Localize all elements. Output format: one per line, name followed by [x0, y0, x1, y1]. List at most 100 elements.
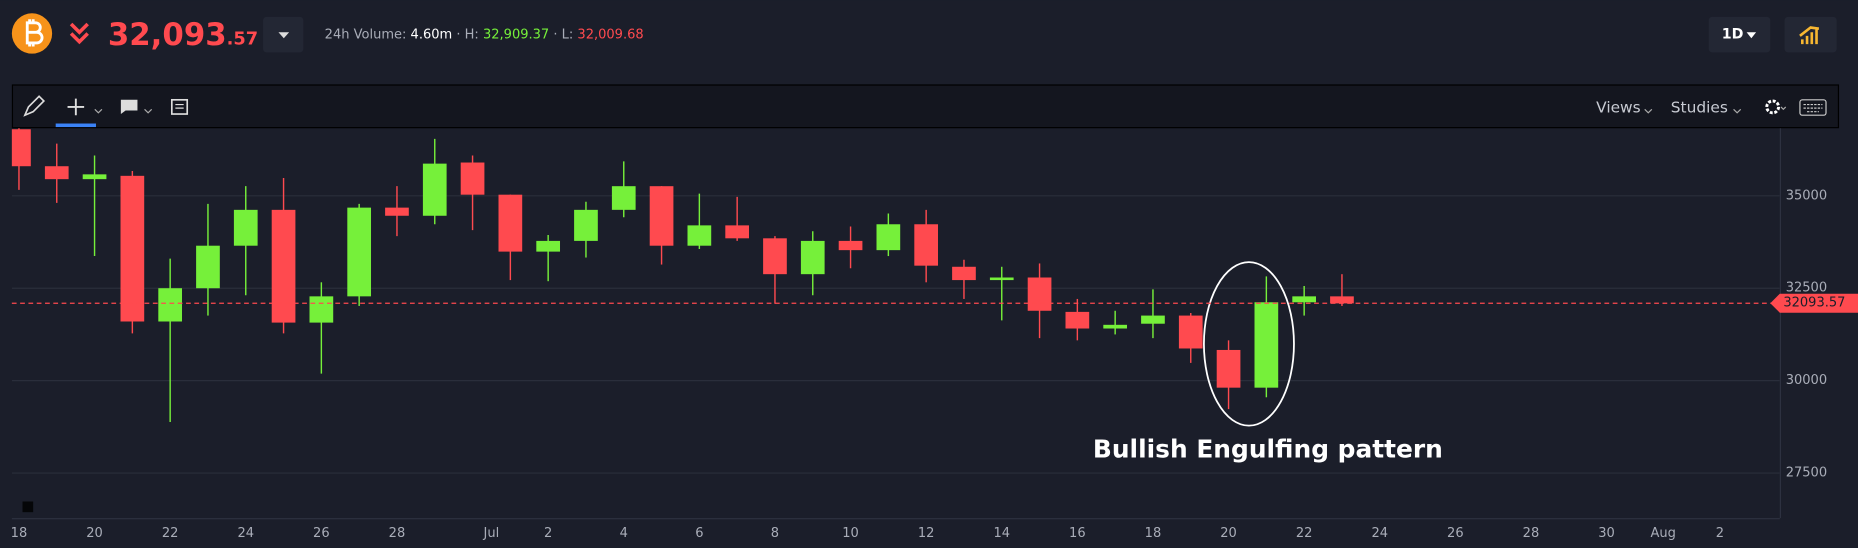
candle-body [82, 174, 107, 180]
x-tick-label: 22 [1296, 526, 1313, 541]
candle-body [44, 166, 69, 180]
candle-body [233, 209, 258, 246]
candle-body [989, 277, 1014, 281]
comment-icon[interactable] [120, 99, 138, 115]
toolbar-bg [11, 84, 1840, 129]
interval: 1D [1722, 27, 1744, 43]
candle-body [1292, 296, 1317, 303]
candle-body [611, 186, 636, 210]
x-tick-label: 26 [1447, 526, 1464, 541]
x-tick-label: 12 [918, 526, 935, 541]
keyboard-icon[interactable] [1799, 99, 1827, 116]
candle-body [1103, 324, 1128, 329]
candle-body [498, 194, 523, 252]
x-tick-label: 4 [620, 526, 628, 541]
interval-arrow [1746, 32, 1757, 39]
candle-body [876, 224, 901, 251]
x-tick-label: 20 [1220, 526, 1237, 541]
toolbar: Views Studies [11, 84, 1840, 129]
plot-area [11, 128, 1780, 474]
x-tick-label: 14 [993, 526, 1010, 541]
last-price-tag [1770, 293, 1858, 313]
x-tick-label: 10 [842, 526, 859, 541]
list-icon-lines [175, 103, 184, 109]
candle-body [309, 296, 334, 323]
candle-body [158, 288, 183, 322]
high-label: · H: [456, 27, 478, 42]
candle-body [725, 225, 750, 239]
x-tick-label: 24 [1371, 526, 1388, 541]
candle-body [271, 209, 296, 323]
candle-body [1254, 302, 1279, 388]
x-tick-label: Jul [483, 526, 500, 541]
header: 32,093.57 24h Volume: 4.60m · H: 32,909.… [11, 13, 1837, 54]
candle-body [687, 225, 712, 246]
x-tick-label: 18 [1145, 526, 1162, 541]
candle-body [1216, 349, 1241, 388]
annotation: Bullish Engulfing pattern [1093, 435, 1443, 464]
list-icon[interactable] [170, 98, 189, 115]
trend-down-icon [69, 22, 89, 45]
y-tick-label: 30000 [1786, 373, 1827, 388]
y-tick-label: 32500 [1786, 281, 1827, 296]
candle-body [763, 238, 787, 275]
y-tick-label: 35000 [1786, 188, 1827, 203]
corner-box [22, 501, 34, 513]
candle-body [1330, 296, 1354, 304]
pattern-ring [1203, 261, 1295, 427]
candle-body [649, 186, 674, 246]
x-tick-label: 8 [771, 526, 779, 541]
volume: 4.60m [411, 27, 453, 42]
keyboard-keys [1803, 103, 1823, 113]
studies-button[interactable]: Studies [1671, 99, 1728, 117]
menu-chevrons [1644, 106, 1787, 114]
x-tick-label: Aug [1650, 526, 1675, 541]
dropdown-arrow [278, 32, 290, 39]
low-label: · L: [553, 27, 573, 42]
stats: 24h Volume: 4.60m · H: 32,909.37 · L: 32… [325, 27, 644, 42]
chart-type-icon [1799, 26, 1820, 45]
toolbar-chevrons [94, 108, 153, 114]
price-main: 32,093 [108, 16, 227, 52]
views-button[interactable]: Views [1596, 99, 1641, 117]
candle-body [422, 163, 447, 216]
y-tick-label: 27500 [1786, 466, 1827, 481]
add-icon[interactable] [67, 98, 85, 116]
low: 32,009.68 [577, 27, 643, 42]
price: 32,093.57 [108, 16, 258, 52]
x-tick-label: 2 [544, 526, 552, 541]
candle-body [838, 240, 863, 251]
x-tick-label: 16 [1069, 526, 1086, 541]
candle-body [11, 129, 31, 167]
candle-body [952, 266, 976, 281]
x-tick-label: 20 [86, 526, 103, 541]
x-tick-label: 30 [1598, 526, 1615, 541]
x-tick-label: 22 [162, 526, 179, 541]
candle-body [1141, 315, 1165, 324]
x-tick-label: 6 [695, 526, 703, 541]
candle-body [460, 162, 485, 195]
x-tick-label: 28 [1523, 526, 1540, 541]
candle-body [385, 207, 409, 216]
settings-icon[interactable] [1765, 99, 1781, 115]
candle-body [196, 245, 220, 289]
x-tick-label: 18 [11, 526, 28, 541]
candle-body [800, 240, 825, 275]
candle-body [1065, 311, 1090, 329]
candle-body [914, 224, 939, 266]
x-tick-label: 26 [313, 526, 330, 541]
price-decimals: .57 [227, 29, 258, 49]
candle-body [1178, 315, 1203, 349]
candle-body [536, 240, 561, 252]
x-tick-label: 28 [389, 526, 406, 541]
interval-button[interactable] [1708, 16, 1771, 53]
draw-icon[interactable] [23, 95, 46, 117]
x-tick-label: 2 [1716, 526, 1724, 541]
candle-body [347, 207, 372, 297]
last-price-label: 32093.57 [1783, 296, 1845, 311]
active-tab [55, 123, 96, 128]
candle-body [1027, 277, 1052, 311]
coin-glyph [25, 19, 44, 47]
